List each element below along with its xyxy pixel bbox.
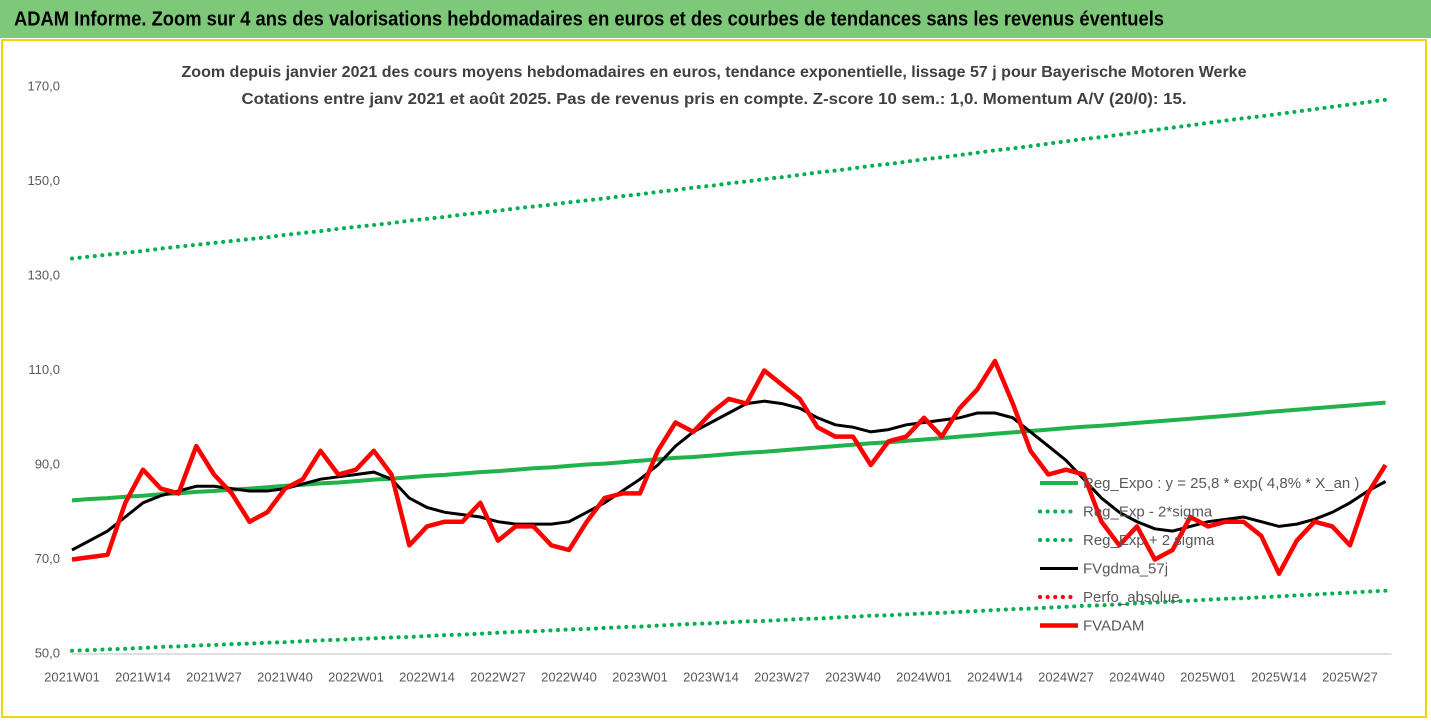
x-tick-label: 2023W27 [754,669,810,684]
y-tick-label: 70,0 [35,551,60,566]
x-tick-label: 2021W27 [186,669,242,684]
series-line [71,358,1388,576]
x-tick-label: 2024W40 [1109,669,1165,684]
series-line [70,588,1388,653]
x-tick-label: 2022W40 [541,669,597,684]
x-tick-label: 2024W27 [1038,669,1094,684]
y-tick-label: 150,0 [27,173,60,188]
x-tick-label: 2021W01 [44,669,100,684]
y-tick-label: 130,0 [27,267,60,282]
x-tick-label: 2024W01 [896,669,952,684]
series-line [70,97,1388,261]
chart-frame [1,39,1427,718]
x-tick-label: 2025W01 [1180,669,1236,684]
legend-label: FVADAM [1083,617,1144,634]
chart-title: Zoom depuis janvier 2021 des cours moyen… [182,64,1247,81]
y-tick-label: 170,0 [27,78,60,93]
x-tick-label: 2021W14 [115,669,171,684]
x-tick-label: 2022W01 [328,669,384,684]
x-tick-label: 2023W14 [683,669,739,684]
y-tick-label: 90,0 [35,456,60,471]
y-tick-label: 110,0 [28,362,60,377]
legend-label: Perfo_absolue [1083,589,1180,606]
x-tick-label: 2023W40 [825,669,881,684]
legend-label: Reg_Expo : y = 25,8 * exp( 4,8% * X_an ) [1083,475,1359,492]
legend-label: Reg_Exp + 2 sigma [1083,532,1215,549]
x-tick-label: 2022W27 [470,669,526,684]
x-tick-label: 2024W14 [967,669,1023,684]
y-tick-label: 50,0 [35,645,60,660]
chart-subtitle: Cotations entre janv 2021 et août 2025. … [242,91,1187,108]
banner [0,0,1431,38]
x-tick-label: 2025W14 [1251,669,1307,684]
x-tick-label: 2023W01 [612,669,668,684]
page-title: ADAM Informe. Zoom sur 4 ans des valoris… [14,8,1164,30]
x-tick-label: 2025W27 [1322,669,1378,684]
x-tick-label: 2022W14 [399,669,455,684]
x-tick-label: 2021W40 [257,669,313,684]
legend-label: FVgdma_57j [1083,560,1168,577]
legend-label: Reg_Exp - 2*sigma [1083,503,1213,520]
